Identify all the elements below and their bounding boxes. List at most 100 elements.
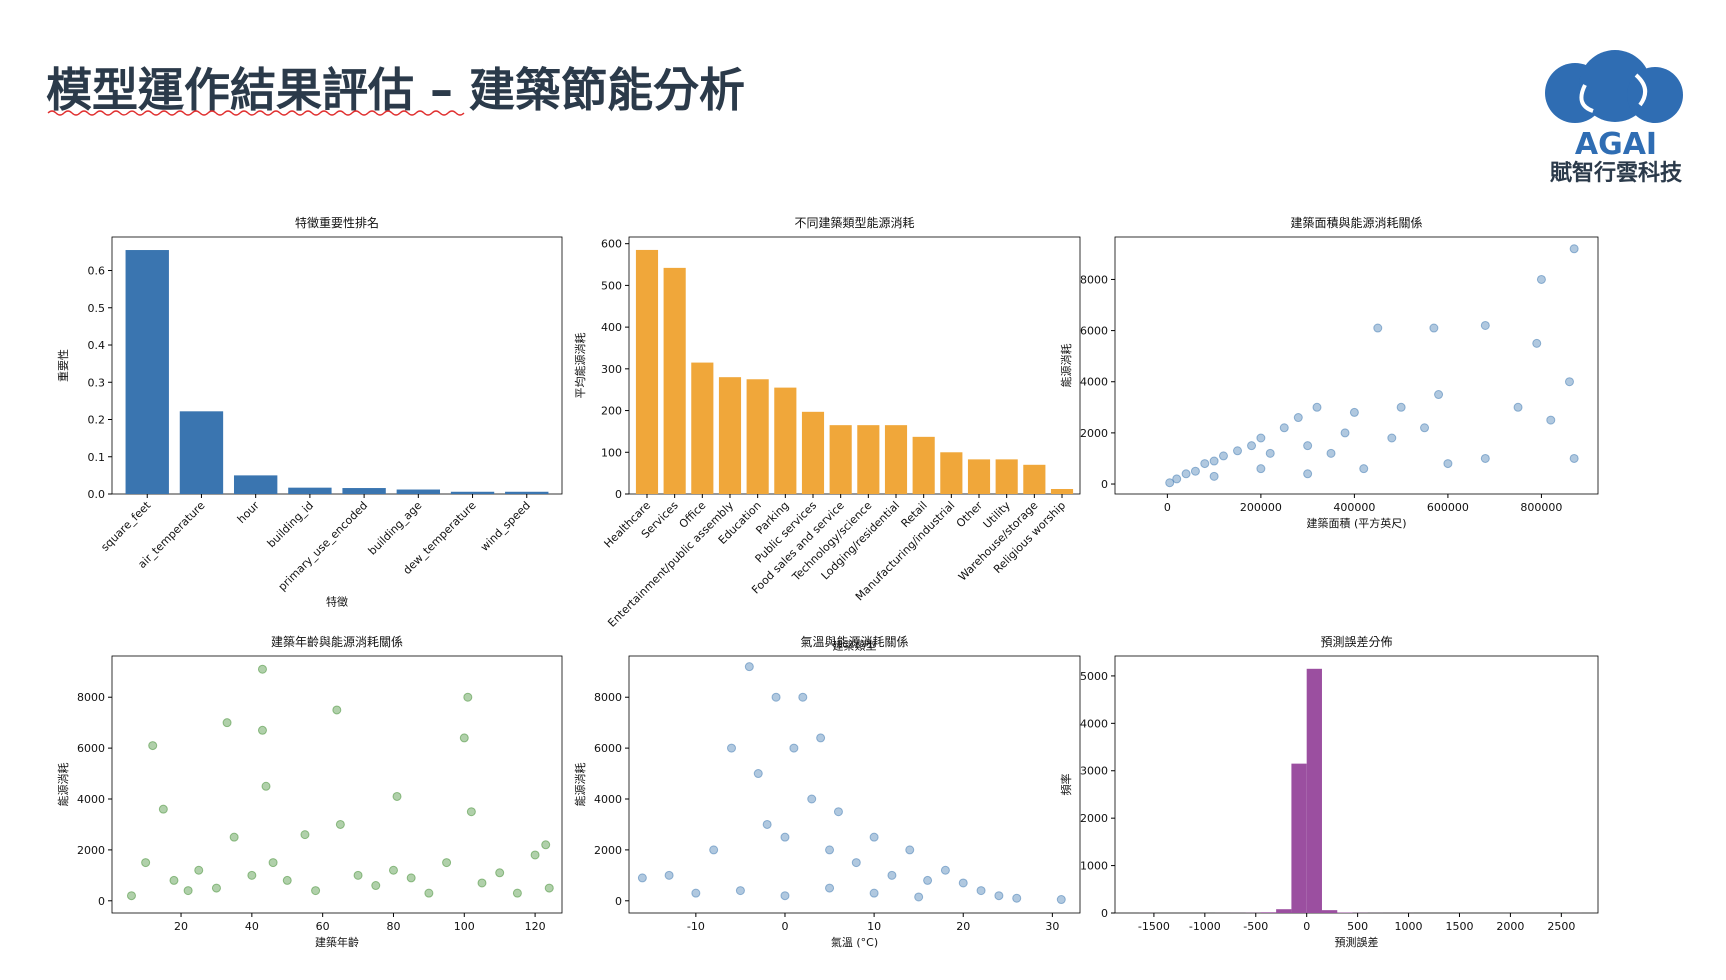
- logo-company: 賦智行雲科技: [1550, 160, 1683, 186]
- point: [1481, 454, 1489, 462]
- point: [269, 859, 277, 867]
- point: [772, 693, 780, 701]
- point: [1435, 391, 1443, 399]
- chart-title: 建築面積與能源消耗關係: [1290, 215, 1422, 230]
- x-tick-label: 100: [454, 920, 475, 933]
- chart-title: 氣溫與能源消耗關係: [800, 634, 908, 649]
- x-tick-label: square_feet: [98, 498, 153, 553]
- point: [1057, 896, 1065, 904]
- point: [142, 859, 150, 867]
- point: [1191, 467, 1199, 475]
- x-tick-label: 2500: [1547, 920, 1575, 933]
- x-tick-label: -1000: [1189, 920, 1221, 933]
- x-tick-label: 60: [316, 920, 330, 933]
- chart-title: 預測誤差分佈: [1320, 634, 1392, 649]
- point: [1234, 447, 1242, 455]
- x-axis-label: 特徵: [326, 595, 348, 609]
- bar: [885, 425, 907, 494]
- point: [1360, 465, 1368, 473]
- bar: [830, 425, 852, 494]
- x-tick-label: 0: [1164, 501, 1171, 514]
- point: [1547, 416, 1555, 424]
- x-tick-label: 20: [956, 920, 970, 933]
- bar: [126, 250, 169, 494]
- point: [826, 846, 834, 854]
- bar: [1291, 764, 1306, 913]
- y-tick-label: 2000: [594, 844, 622, 857]
- point: [212, 884, 220, 892]
- y-tick-label: 2000: [1080, 427, 1108, 440]
- bar: [747, 379, 769, 494]
- point: [924, 876, 932, 884]
- x-tick-label: 40: [245, 920, 259, 933]
- point: [1397, 403, 1405, 411]
- bar: [719, 377, 741, 494]
- y-tick-label: 0.4: [88, 339, 106, 352]
- point: [258, 665, 266, 673]
- y-tick-label: 0: [615, 488, 622, 501]
- point: [1537, 275, 1545, 283]
- y-tick-label: 100: [601, 446, 622, 459]
- point: [1444, 460, 1452, 468]
- bar: [940, 452, 962, 494]
- point: [460, 734, 468, 742]
- plot-frame: [1115, 656, 1598, 913]
- bar: [1322, 910, 1337, 913]
- point: [513, 889, 521, 897]
- point: [754, 770, 762, 778]
- x-tick-label: 500: [1347, 920, 1368, 933]
- y-tick-label: 5000: [1080, 670, 1108, 683]
- y-tick-label: 400: [601, 321, 622, 334]
- point: [808, 795, 816, 803]
- point: [184, 887, 192, 895]
- point: [389, 866, 397, 874]
- x-tick-label: 0: [781, 920, 788, 933]
- point: [1210, 472, 1218, 480]
- point: [826, 884, 834, 892]
- point: [1280, 424, 1288, 432]
- point: [834, 808, 842, 816]
- y-tick-label: 0.6: [88, 265, 106, 278]
- x-tick-label: 0: [1303, 920, 1310, 933]
- y-tick-label: 0.2: [88, 414, 106, 427]
- point: [790, 744, 798, 752]
- chart-title: 不同建築類型能源消耗: [794, 215, 914, 230]
- point: [542, 841, 550, 849]
- chart-title: 建築年齡與能源消耗關係: [271, 634, 403, 649]
- y-axis-label: 重要性: [56, 349, 70, 382]
- point: [258, 726, 266, 734]
- point: [283, 876, 291, 884]
- bar: [288, 488, 331, 494]
- x-tick-label: building_id: [265, 499, 316, 550]
- point: [1182, 470, 1190, 478]
- point: [545, 884, 553, 892]
- y-tick-label: 3000: [1080, 765, 1108, 778]
- point: [312, 887, 320, 895]
- y-tick-label: 1000: [1080, 860, 1108, 873]
- point: [407, 874, 415, 882]
- y-tick-label: 2000: [77, 844, 105, 857]
- bar: [234, 475, 277, 494]
- bar: [397, 490, 440, 494]
- y-tick-label: 4000: [77, 793, 105, 806]
- bar: [636, 250, 658, 494]
- point: [1570, 245, 1578, 253]
- y-tick-label: 0.0: [88, 488, 106, 501]
- point: [710, 846, 718, 854]
- y-tick-label: 4000: [1080, 717, 1108, 730]
- point: [372, 882, 380, 890]
- point: [995, 892, 1003, 900]
- bar: [913, 437, 935, 494]
- bar: [968, 459, 990, 494]
- point: [763, 820, 771, 828]
- point: [1341, 429, 1349, 437]
- point: [333, 706, 341, 714]
- point: [906, 846, 914, 854]
- y-tick-label: 0: [1101, 478, 1108, 491]
- point: [531, 851, 539, 859]
- point: [1388, 434, 1396, 442]
- y-tick-label: 0.1: [88, 451, 106, 464]
- bar: [342, 488, 385, 494]
- point: [478, 879, 486, 887]
